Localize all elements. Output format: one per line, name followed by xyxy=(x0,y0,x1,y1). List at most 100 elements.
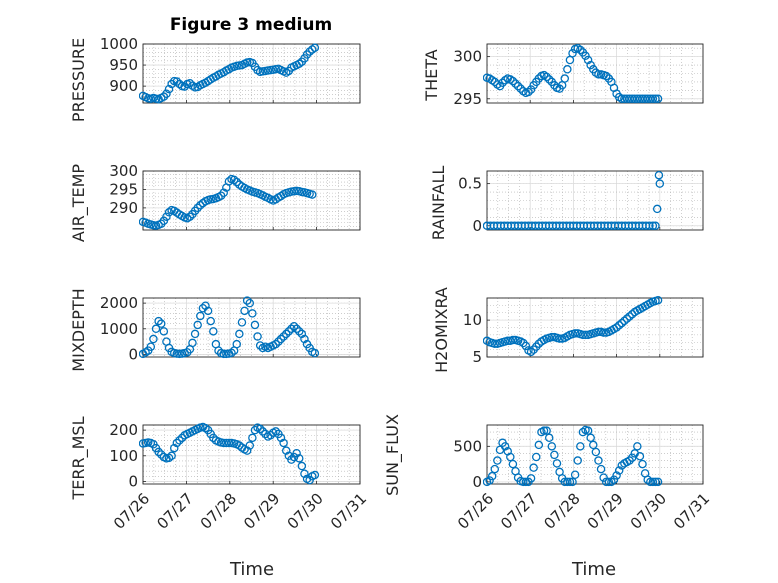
y-tick-label: 0 xyxy=(128,472,138,490)
data-point xyxy=(292,324,301,334)
data-point xyxy=(297,461,307,471)
data-point xyxy=(648,477,658,487)
data-point xyxy=(625,312,634,321)
ylabel-mixdepth: MIXDEPTH xyxy=(69,288,88,371)
data-point xyxy=(506,452,515,462)
data-point xyxy=(287,455,296,464)
data-point xyxy=(276,334,286,344)
x-tick-label: 07/28 xyxy=(540,490,583,533)
x-tick-label: 07/30 xyxy=(627,490,670,533)
y-tick-label: 1000 xyxy=(100,320,138,338)
data-point xyxy=(261,429,270,439)
axes-box xyxy=(486,424,704,485)
data-point xyxy=(169,443,179,453)
data-point xyxy=(524,87,533,97)
data-point xyxy=(534,440,544,450)
data-point xyxy=(568,477,577,487)
data-point xyxy=(175,436,184,445)
data-point xyxy=(289,321,299,331)
data-point xyxy=(526,474,536,483)
data-point xyxy=(547,332,557,342)
data-point xyxy=(620,316,629,326)
data-point xyxy=(490,339,500,348)
data-point xyxy=(612,471,621,480)
data-point xyxy=(258,427,268,436)
y-tick-label: 200 xyxy=(109,421,138,439)
x-tick-label: 07/28 xyxy=(197,490,240,533)
data-point xyxy=(586,433,595,443)
data-point xyxy=(568,49,577,58)
data-point xyxy=(156,319,166,328)
data-point xyxy=(542,426,551,435)
data-point xyxy=(563,65,572,74)
y-tick-label: 1000 xyxy=(100,35,138,53)
data-markers xyxy=(139,296,320,359)
data-point xyxy=(294,454,304,463)
data-point xyxy=(576,45,585,55)
data-point xyxy=(583,55,593,65)
data-point xyxy=(508,76,518,86)
data-point xyxy=(300,469,309,478)
subplot-7: 0 100 200 07/26 07/27 07/28 07/29 07/30 07/31 xyxy=(109,421,370,533)
data-point xyxy=(607,477,616,487)
data-point xyxy=(622,314,632,323)
data-point xyxy=(193,203,202,213)
data-point xyxy=(648,94,658,104)
data-point xyxy=(196,201,205,210)
subplot-1: 900 950 1000 xyxy=(100,35,361,104)
data-point xyxy=(493,456,502,465)
data-point xyxy=(224,438,234,448)
y-tick-label: 0.5 xyxy=(458,175,482,193)
data-point xyxy=(651,94,660,104)
data-point xyxy=(591,447,601,457)
data-point xyxy=(242,446,252,455)
data-point xyxy=(255,424,265,434)
subplot-6: 5 10 xyxy=(463,295,704,366)
data-point xyxy=(652,204,662,214)
data-point xyxy=(248,433,257,443)
data-point xyxy=(185,78,195,88)
data-point xyxy=(655,179,665,188)
y-tick-label: 2000 xyxy=(100,294,138,312)
axes-box xyxy=(486,297,704,358)
data-point xyxy=(576,442,585,451)
y-tick-label: 950 xyxy=(109,56,138,74)
data-point xyxy=(596,464,606,474)
data-markers xyxy=(483,295,663,357)
data-point xyxy=(287,324,296,334)
data-point xyxy=(547,442,557,451)
data-point xyxy=(271,427,281,436)
data-point xyxy=(240,306,249,316)
data-point xyxy=(516,84,525,93)
data-point xyxy=(219,188,228,198)
data-point xyxy=(245,298,255,308)
data-point xyxy=(627,453,637,462)
data-point xyxy=(164,84,174,94)
data-point xyxy=(555,334,564,343)
data-point xyxy=(617,318,627,328)
data-point xyxy=(614,321,624,330)
data-point xyxy=(500,442,510,451)
data-point xyxy=(653,295,663,305)
data-point xyxy=(219,349,228,359)
y-tick-label: 100 xyxy=(109,447,138,465)
data-point xyxy=(255,341,265,350)
data-point xyxy=(604,477,614,487)
axes-box xyxy=(142,424,361,485)
data-point xyxy=(565,477,575,487)
y-tick-label: 295 xyxy=(109,180,138,198)
data-markers xyxy=(483,43,663,104)
data-point xyxy=(635,452,645,461)
data-point xyxy=(300,334,309,344)
data-point xyxy=(519,477,528,487)
data-point xyxy=(539,426,549,435)
data-point xyxy=(250,320,260,330)
data-point xyxy=(149,334,158,344)
data-point xyxy=(203,306,213,316)
data-point xyxy=(648,221,658,231)
data-point xyxy=(654,170,664,180)
data-markers xyxy=(483,170,665,231)
data-point xyxy=(586,60,595,70)
data-point xyxy=(511,79,520,88)
data-point xyxy=(581,330,590,340)
